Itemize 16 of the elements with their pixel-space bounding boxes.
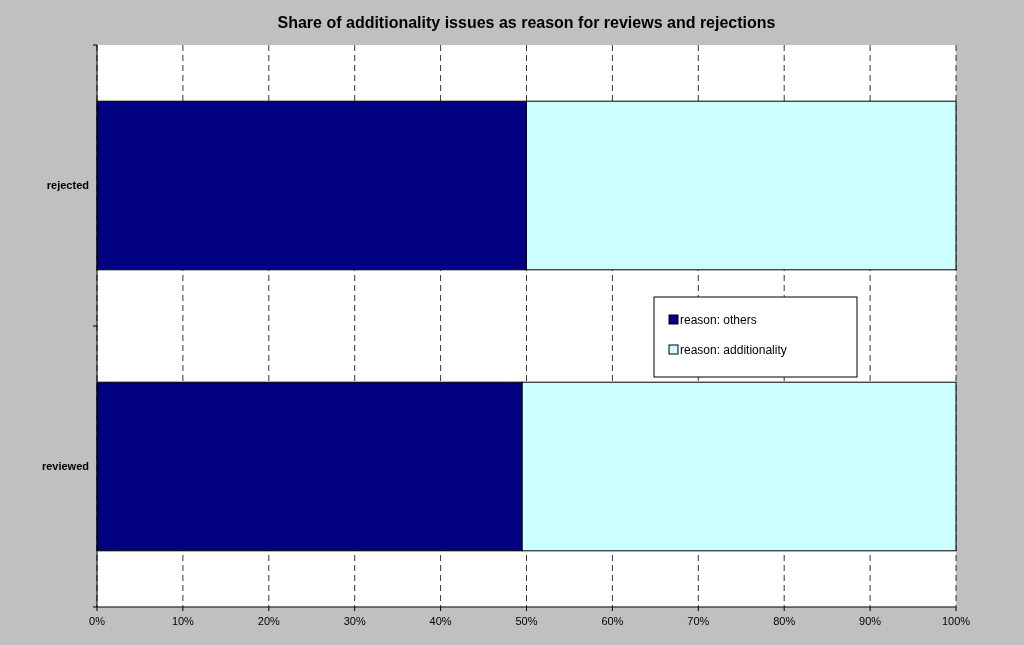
y-tick-label: rejected <box>46 179 89 192</box>
x-tick-label: 60% <box>601 615 624 627</box>
x-tick-label: 70% <box>687 615 710 627</box>
legend-label: reason: additionality <box>680 343 787 357</box>
x-tick-label: 10% <box>171 615 195 627</box>
x-tick-label: 0% <box>89 615 106 627</box>
x-tick-label: 40% <box>429 615 452 627</box>
x-tick-label: 80% <box>773 615 796 627</box>
x-tick-label: 50% <box>515 615 538 627</box>
x-tick-label: 30% <box>343 615 366 627</box>
x-tick-label: 20% <box>257 615 281 627</box>
x-tick-label: 100% <box>941 615 971 627</box>
y-tick-label: reviewed <box>41 460 89 473</box>
chart-title: Share of additionality issues as reason for reviews and rejections <box>277 14 776 31</box>
x-tick-label: 90% <box>859 615 882 627</box>
legend-label: reason: others <box>680 313 757 327</box>
